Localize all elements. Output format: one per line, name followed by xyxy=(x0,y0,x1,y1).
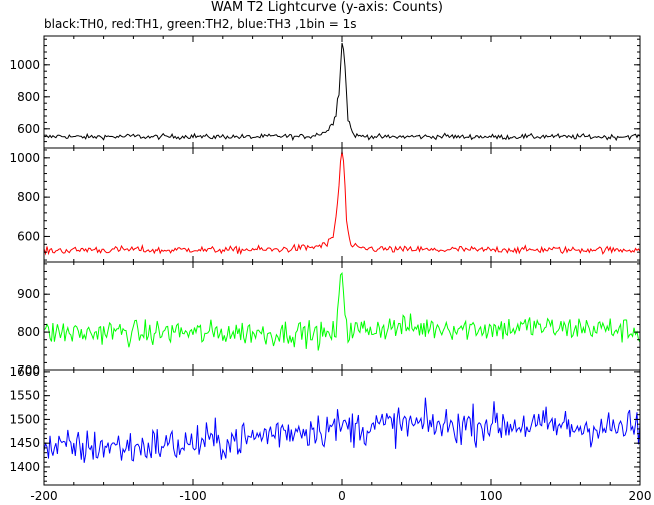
y-tick-label: 900 xyxy=(17,287,40,301)
panel-th3: 1400 1450 1500 1550 1600 xyxy=(9,365,641,486)
y-tick-label: 1400 xyxy=(9,460,40,474)
panel-th0: 600 800 1000 xyxy=(9,35,641,149)
series-line-th3 xyxy=(44,397,640,463)
series-line-th2 xyxy=(44,271,640,351)
panel-frame xyxy=(43,147,641,263)
y-tick-label: 1600 xyxy=(9,365,40,379)
panel-th2: 700 800 900 xyxy=(17,261,641,377)
y-tick-label: 1500 xyxy=(9,412,40,426)
y-tick-label: 1000 xyxy=(9,58,40,72)
x-tick-label: 0 xyxy=(338,489,346,503)
x-tick-label: 200 xyxy=(629,489,652,503)
x-tick-label: -100 xyxy=(179,489,206,503)
chart-title: WAM T2 Lightcurve (y-axis: Counts) xyxy=(211,0,443,15)
y-tick-label: 800 xyxy=(17,325,40,339)
y-tick-label: 600 xyxy=(17,229,40,243)
panel-th1: 600 800 1000 xyxy=(9,147,641,263)
series-line-th0 xyxy=(44,42,640,142)
y-tick-label: 1550 xyxy=(9,389,40,403)
y-tick-label: 800 xyxy=(17,90,40,104)
series-line-th1 xyxy=(44,151,640,256)
y-tick-label: 600 xyxy=(17,122,40,136)
panel-frame xyxy=(43,35,641,149)
x-tick-label: 100 xyxy=(480,489,503,503)
x-tick-label: -200 xyxy=(30,489,57,503)
chart-subtitle: black:TH0, red:TH1, green:TH2, blue:TH3 … xyxy=(44,17,357,31)
y-tick-label: 1000 xyxy=(9,151,40,165)
y-tick-label: 1450 xyxy=(9,436,40,450)
y-tick-label: 700 xyxy=(17,363,40,377)
y-tick-label: 800 xyxy=(17,190,40,204)
